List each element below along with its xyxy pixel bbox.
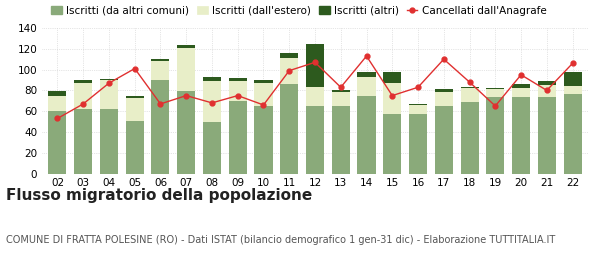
Bar bbox=[538, 81, 556, 85]
Bar bbox=[461, 87, 479, 88]
Bar bbox=[74, 80, 92, 83]
Bar bbox=[358, 95, 376, 174]
Bar bbox=[151, 80, 169, 174]
Bar bbox=[280, 58, 298, 84]
Bar bbox=[332, 92, 350, 106]
Bar bbox=[177, 48, 195, 92]
Bar bbox=[332, 90, 350, 92]
Bar bbox=[461, 102, 479, 174]
Text: Flusso migratorio della popolazione: Flusso migratorio della popolazione bbox=[6, 188, 312, 203]
Bar bbox=[409, 105, 427, 114]
Bar bbox=[229, 78, 247, 81]
Bar bbox=[49, 92, 67, 95]
Bar bbox=[203, 122, 221, 174]
Bar bbox=[151, 59, 169, 61]
Bar bbox=[435, 106, 453, 174]
Bar bbox=[203, 77, 221, 81]
Bar bbox=[332, 106, 350, 174]
Bar bbox=[486, 97, 504, 174]
Bar bbox=[177, 45, 195, 48]
Bar bbox=[100, 79, 118, 80]
Bar bbox=[486, 89, 504, 97]
Bar bbox=[563, 86, 581, 94]
Bar bbox=[512, 88, 530, 97]
Bar bbox=[74, 83, 92, 109]
Bar bbox=[126, 98, 144, 121]
Bar bbox=[126, 95, 144, 98]
Bar bbox=[538, 97, 556, 174]
Bar bbox=[358, 77, 376, 95]
Bar bbox=[486, 88, 504, 89]
Bar bbox=[306, 106, 324, 174]
Bar bbox=[563, 94, 581, 174]
Bar bbox=[100, 109, 118, 174]
Bar bbox=[229, 101, 247, 174]
Bar bbox=[306, 87, 324, 106]
Bar bbox=[538, 85, 556, 97]
Bar bbox=[280, 84, 298, 174]
Bar bbox=[49, 111, 67, 174]
Bar bbox=[461, 88, 479, 102]
Bar bbox=[74, 109, 92, 174]
Bar bbox=[563, 72, 581, 86]
Bar bbox=[203, 81, 221, 122]
Bar bbox=[229, 81, 247, 101]
Legend: Iscritti (da altri comuni), Iscritti (dall'estero), Iscritti (altri), Cancellati: Iscritti (da altri comuni), Iscritti (da… bbox=[47, 2, 551, 20]
Bar bbox=[254, 106, 272, 174]
Bar bbox=[358, 72, 376, 77]
Bar bbox=[512, 97, 530, 174]
Bar bbox=[126, 121, 144, 174]
Bar bbox=[383, 83, 401, 114]
Bar bbox=[49, 95, 67, 111]
Bar bbox=[409, 114, 427, 174]
Bar bbox=[383, 72, 401, 83]
Bar bbox=[254, 83, 272, 106]
Bar bbox=[306, 44, 324, 87]
Bar bbox=[435, 92, 453, 106]
Bar bbox=[100, 80, 118, 109]
Text: COMUNE DI FRATTA POLESINE (RO) - Dati ISTAT (bilancio demografico 1 gen-31 dic) : COMUNE DI FRATTA POLESINE (RO) - Dati IS… bbox=[6, 235, 555, 245]
Bar bbox=[512, 84, 530, 88]
Bar bbox=[409, 104, 427, 105]
Bar bbox=[435, 89, 453, 92]
Bar bbox=[383, 114, 401, 174]
Bar bbox=[151, 61, 169, 80]
Bar bbox=[177, 92, 195, 174]
Bar bbox=[280, 53, 298, 58]
Bar bbox=[254, 80, 272, 83]
